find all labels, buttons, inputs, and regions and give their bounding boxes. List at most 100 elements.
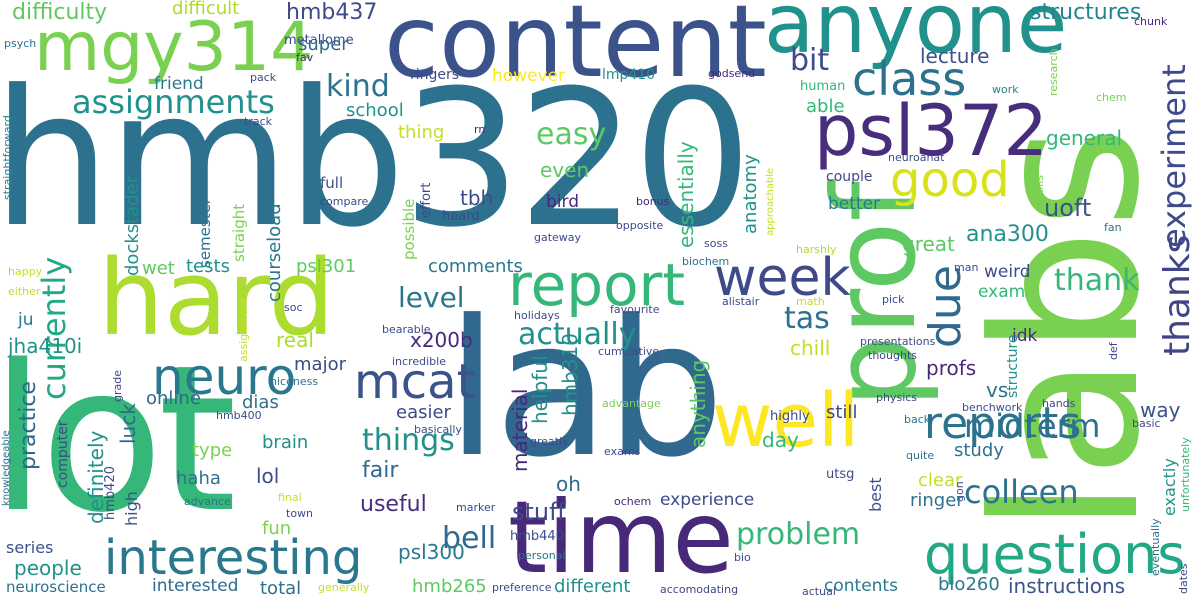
word-great: great (902, 232, 955, 256)
word-physics: physics (876, 391, 918, 404)
word-happy: happy (8, 265, 43, 278)
word-courseload: courseload (264, 203, 285, 302)
word-track: track (244, 115, 272, 128)
word-hmb400: hmb400 (216, 409, 262, 422)
word-content: content (384, 0, 767, 100)
word-type: type (192, 440, 233, 461)
word-compare: compare (320, 195, 369, 208)
word-holidays: holidays (514, 309, 560, 322)
word-pack: pack (250, 71, 277, 84)
word-questions: questions (924, 523, 1186, 586)
word-either: either (8, 285, 41, 298)
word-math: math (796, 295, 825, 308)
word-school: school (346, 100, 404, 121)
word-straight: straight (230, 203, 248, 262)
word-psych: psych (4, 37, 37, 50)
word-alistair: alistair (722, 295, 760, 308)
word-lab: lab (446, 280, 725, 499)
word-possible: possible (400, 198, 418, 260)
word-difficult: difficult (172, 0, 240, 19)
word-report: report (508, 251, 686, 319)
word-highly: highly (770, 409, 810, 424)
word-general: general (1046, 126, 1123, 150)
word-currently: currently (35, 256, 73, 400)
word-couple: couple (826, 169, 873, 185)
word-brain: brain (262, 432, 309, 453)
word-unfortunately: unfortunately (1179, 437, 1192, 512)
word-bell: bell (442, 521, 497, 556)
word-exams: exams (604, 445, 641, 458)
word-assignments: assignments (72, 83, 275, 121)
word-friend: friend (154, 74, 204, 94)
word-dates: dates (1177, 563, 1190, 594)
word-stuff: stuff (512, 498, 566, 526)
word-advance: advance (184, 495, 231, 508)
word-anatomy: anatomy (740, 154, 761, 234)
word-idk: idk (1012, 326, 1038, 346)
word-chill: chill (790, 336, 831, 360)
word-major: major (294, 354, 346, 375)
word-easier: easier (396, 402, 451, 423)
word-assignment: assignment (237, 298, 250, 362)
word-fav: fav (296, 51, 314, 64)
word-bearable: bearable (382, 323, 431, 336)
word-even: even (540, 158, 590, 182)
word-high: high (122, 491, 141, 526)
word-advantage: advantage (602, 397, 661, 410)
word-helpful: helpful (528, 355, 552, 424)
word-jha410i: jha410i (8, 334, 83, 358)
word-thoughts: thoughts (868, 349, 917, 362)
word-quite: quite (906, 449, 935, 462)
word-thing: thing (398, 122, 445, 143)
word-tas: tas (784, 301, 830, 336)
word-psl372: psl372 (814, 90, 1048, 172)
word-reports: reports (924, 398, 1082, 449)
word-final: final (278, 491, 302, 504)
word-colleen: colleen (964, 473, 1079, 511)
word-actual: actual (802, 585, 836, 598)
word-biochem: biochem (682, 255, 730, 268)
word-anything: anything (686, 359, 710, 448)
word-personal: personal (518, 549, 566, 562)
word-tbh: tbh (460, 186, 494, 210)
word-experience: experience (660, 490, 755, 510)
word-practice: practice (16, 381, 41, 470)
word-super: super (298, 34, 349, 55)
word-time: time (508, 479, 734, 596)
word-useful: useful (360, 492, 427, 517)
word-soss: soss (704, 237, 728, 250)
word-bonus: bonus (636, 195, 670, 208)
word-knowledgeable: knowledgeable (1, 430, 12, 506)
word-opposite: opposite (616, 219, 664, 232)
word-heard: heard (442, 209, 480, 224)
word-easy: easy (536, 117, 607, 152)
word-incredible: incredible (392, 355, 446, 368)
word-hmb420: hmb420 (103, 466, 118, 520)
word-oh: oh (556, 472, 581, 496)
word-fun: fun (262, 518, 292, 539)
word-clear: clear (918, 470, 963, 491)
word-basic: basic (1132, 417, 1161, 430)
word-x200b: x200b (410, 328, 473, 352)
word-luck: luck (116, 403, 140, 444)
word-interesting: interesting (104, 530, 363, 586)
word-ochem: ochem (614, 495, 652, 508)
word-well: well (712, 378, 860, 464)
word-however: however (492, 66, 566, 86)
word-online: online (146, 388, 201, 409)
word-hmb265: hmb265 (412, 576, 487, 597)
word-wet: wet (142, 258, 175, 279)
word-accomodating: accomodating (660, 583, 739, 596)
word-psl301: psl301 (296, 256, 357, 277)
word-level: level (398, 281, 465, 314)
word-metallome: metallome (284, 33, 354, 48)
word-pick: pick (882, 293, 905, 306)
word-utsg: utsg (826, 467, 855, 482)
word-basically: basically (414, 423, 462, 436)
word-presentations: presentations (860, 335, 936, 348)
word-dias: dias (242, 392, 279, 413)
word-contents: contents (824, 576, 898, 596)
word-rn: rn (474, 123, 486, 136)
word-bio260: bio260 (938, 574, 1000, 595)
word-way: way (1140, 398, 1181, 422)
